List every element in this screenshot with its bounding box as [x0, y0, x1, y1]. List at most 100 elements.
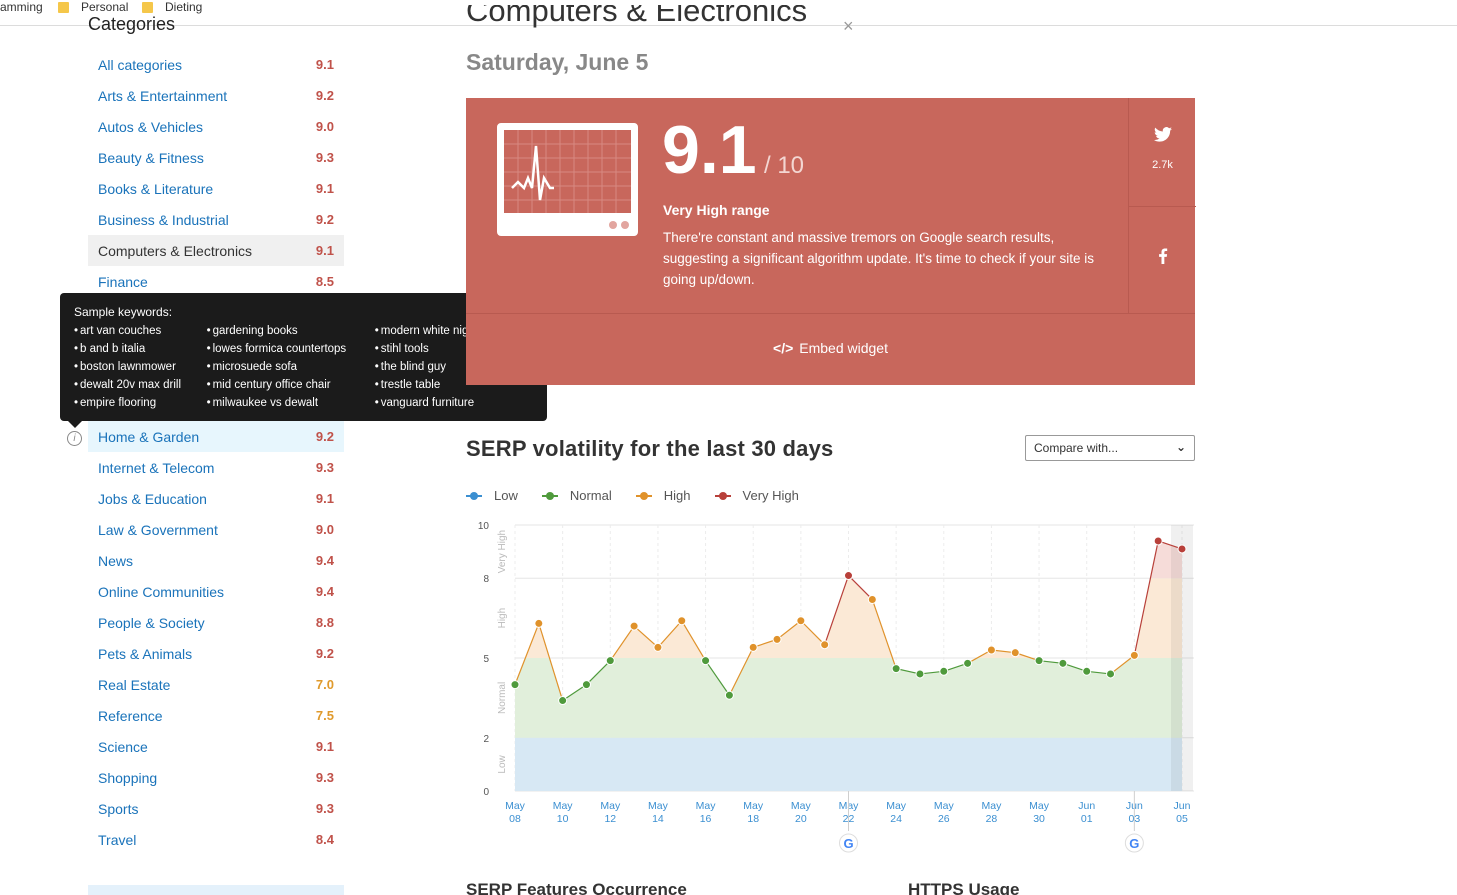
data-point	[1010, 648, 1020, 658]
category-score: 9.1	[315, 243, 334, 258]
category-score: 9.3	[315, 801, 334, 816]
category-name: Travel	[98, 831, 137, 848]
x-tick-day: 28	[986, 813, 998, 825]
category-item[interactable]: All categories 9.1	[88, 49, 344, 80]
category-name: Beauty & Fitness	[98, 149, 204, 166]
category-item[interactable]: Reference 7.5	[88, 700, 344, 731]
x-tick-day: 10	[557, 813, 569, 825]
category-item[interactable]: Books & Literature 9.1	[88, 173, 344, 204]
data-point	[772, 634, 782, 644]
data-point	[796, 616, 806, 626]
sample-keyword: art van couches	[74, 322, 207, 340]
info-icon[interactable]: i	[67, 431, 82, 446]
data-point	[534, 618, 544, 628]
volatility-score: 9.1	[662, 112, 757, 188]
legend-item[interactable]: Normal	[541, 488, 612, 503]
series-line-segment	[848, 575, 873, 600]
category-item[interactable]: Sports 9.3	[88, 793, 344, 824]
embed-widget-button[interactable]: </> Embed widget	[773, 340, 888, 356]
legend-item[interactable]: High	[635, 488, 691, 503]
sample-keyword: boston lawnmower	[74, 358, 207, 376]
category-item[interactable]: Business & Industrial 9.2	[88, 204, 344, 235]
bookmark-item[interactable]: Dieting	[142, 0, 202, 14]
category-item[interactable]: Internet & Telecom 9.3	[88, 452, 344, 483]
data-point	[963, 658, 973, 668]
score-max: / 10	[764, 152, 805, 179]
bookmarks-bar: amming Personal Dieting	[0, 0, 1457, 26]
category-name: Science	[98, 738, 148, 755]
bookmark-item[interactable]: amming	[0, 0, 43, 14]
category-name: Books & Literature	[98, 180, 214, 197]
category-item[interactable]: Science 9.1	[88, 731, 344, 762]
category-name: Real Estate	[98, 676, 171, 693]
category-name: Jobs & Education	[98, 490, 207, 507]
band-area	[515, 737, 1182, 791]
category-item[interactable]: Beauty & Fitness 9.3	[88, 142, 344, 173]
data-point	[653, 642, 663, 652]
category-item[interactable]: Pets & Animals 9.2	[88, 638, 344, 669]
category-score: 9.3	[315, 150, 334, 165]
category-item[interactable]: Computers & Electronics 9.1	[88, 235, 344, 266]
folder-icon	[142, 1, 153, 13]
data-point	[1082, 666, 1092, 676]
sample-keyword: b and b italia	[74, 340, 207, 358]
category-name: Shopping	[98, 769, 158, 786]
category-item[interactable]: Real Estate 7.0	[88, 669, 344, 700]
facebook-icon[interactable]	[1129, 248, 1196, 269]
category-score: 9.3	[315, 770, 334, 785]
legend-item[interactable]: Low	[466, 488, 518, 503]
sample-keyword: lowes formica countertops	[207, 340, 375, 358]
category-item[interactable]: News 9.4	[88, 545, 344, 576]
serp-features-heading: SERP Features Occurrence	[466, 880, 687, 895]
series-line-segment	[586, 660, 611, 686]
twitter-icon[interactable]	[1129, 126, 1196, 147]
data-point	[724, 690, 734, 700]
series-line-segment	[609, 625, 635, 662]
category-item[interactable]: Jobs & Education 9.1	[88, 483, 344, 514]
x-tick-month: May	[648, 800, 669, 812]
series-line-segment	[657, 620, 683, 648]
category-name: Home & Garden	[98, 428, 200, 445]
compare-with-select[interactable]: Compare with... ⌄	[1025, 435, 1195, 461]
category-name: Arts & Entertainment	[98, 87, 228, 104]
series-line-segment	[728, 647, 754, 696]
category-item[interactable]: Home & Garden 9.2	[88, 421, 344, 452]
sample-keyword: empire flooring	[74, 394, 207, 412]
data-point	[1058, 658, 1068, 668]
series-line-segment	[562, 684, 587, 702]
band-label: High	[497, 608, 508, 629]
category-item[interactable]: Shopping 9.3	[88, 762, 344, 793]
data-point	[677, 616, 687, 626]
data-point	[1106, 669, 1116, 679]
category-score: 9.0	[315, 522, 334, 537]
data-point	[581, 680, 591, 690]
category-name: Autos & Vehicles	[98, 118, 204, 135]
category-item[interactable]: Law & Government 9.0	[88, 514, 344, 545]
x-tick-month: May	[1029, 800, 1050, 812]
x-tick-day: 24	[890, 813, 902, 825]
x-tick-month: Jun	[1078, 800, 1095, 812]
category-score: 9.1	[315, 57, 334, 72]
google-letter: G	[843, 836, 853, 851]
category-item[interactable]: People & Society 8.8	[88, 607, 344, 638]
category-name: Pets & Animals	[98, 645, 193, 662]
sidebar-bottom-item[interactable]	[88, 885, 344, 895]
folder-icon	[58, 1, 69, 13]
category-item[interactable]: Arts & Entertainment 9.2	[88, 80, 344, 111]
chevron-down-icon: ⌄	[1175, 440, 1186, 454]
band-label: Normal	[497, 682, 508, 714]
sample-keyword: stihl tools	[375, 340, 533, 358]
series-line-segment	[800, 620, 826, 646]
sample-keyword: vanguard furniture	[375, 394, 533, 412]
series-line-segment	[705, 660, 730, 696]
category-item[interactable]: Online Communities 9.4	[88, 576, 344, 607]
bookmark-item[interactable]: Personal	[58, 0, 128, 14]
close-icon[interactable]: ×	[843, 16, 854, 36]
category-item[interactable]: Finance 8.5	[88, 266, 344, 297]
legend-swatch	[635, 491, 652, 500]
category-item[interactable]: Travel 8.4	[88, 824, 344, 855]
category-name: All categories	[98, 56, 183, 73]
category-item[interactable]: Autos & Vehicles 9.0	[88, 111, 344, 142]
google-update-icon	[1124, 833, 1144, 853]
legend-item[interactable]: Very High	[714, 488, 799, 503]
